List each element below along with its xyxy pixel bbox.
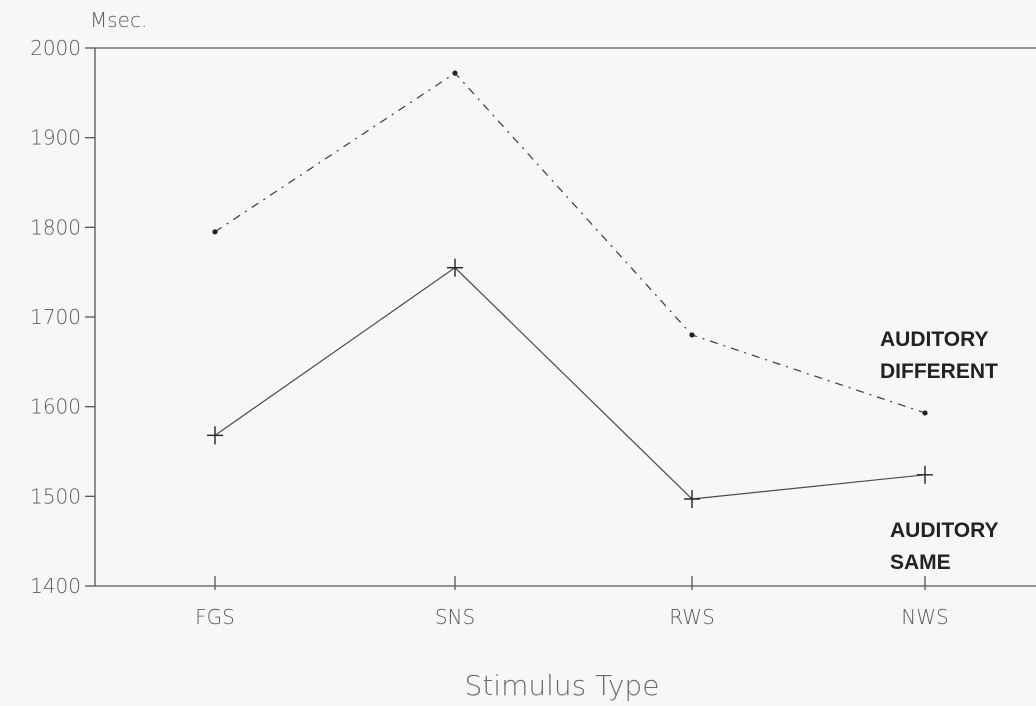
series-label-auditory-same: AUDITORY SAME: [890, 519, 999, 574]
data-point-auditory-different: [689, 332, 695, 338]
y-tick-label: 1800: [30, 215, 81, 239]
y-tick-label: 1400: [30, 574, 81, 598]
y-tick-label: 1700: [30, 305, 81, 329]
series-label-auditory-different: AUDITORY DIFFERENT: [880, 328, 998, 383]
series-label-line: DIFFERENT: [880, 360, 998, 383]
series-labels: AUDITORY DIFFERENT AUDITORY SAME: [880, 328, 999, 574]
data-point-auditory-same: [207, 426, 223, 445]
series: [207, 70, 933, 509]
y-tick-label: 1600: [30, 395, 81, 419]
y-unit-label: Msec.: [90, 8, 147, 32]
series-label-line: AUDITORY: [890, 519, 999, 542]
axes: [94, 47, 1036, 587]
x-tick-label: NWS: [901, 605, 948, 629]
x-tick-label: RWS: [669, 605, 715, 629]
series-line-auditory-different: [214, 72, 926, 414]
data-point-auditory-different: [452, 70, 458, 76]
y-tick-label: 1900: [30, 126, 81, 150]
x-ticks: FGS SNS RWS NWS: [195, 576, 949, 629]
y-tick-label: 2000: [30, 36, 81, 60]
data-point-auditory-same: [447, 258, 463, 277]
data-point-auditory-different: [212, 229, 218, 235]
data-point-auditory-same: [684, 490, 700, 509]
x-axis-label: Stimulus Type: [465, 669, 660, 702]
data-point-auditory-different: [922, 410, 928, 416]
data-point-auditory-same: [917, 465, 933, 484]
series-line-auditory-same: [214, 266, 926, 500]
series-label-line: AUDITORY: [880, 328, 989, 351]
y-tick-label: 1500: [30, 484, 81, 508]
x-tick-label: SNS: [435, 605, 475, 629]
y-ticks: 2000 1900 1800 1700 1600 1500 1400: [30, 36, 95, 598]
x-tick-label: FGS: [195, 605, 235, 629]
series-label-line: SAME: [890, 551, 951, 574]
